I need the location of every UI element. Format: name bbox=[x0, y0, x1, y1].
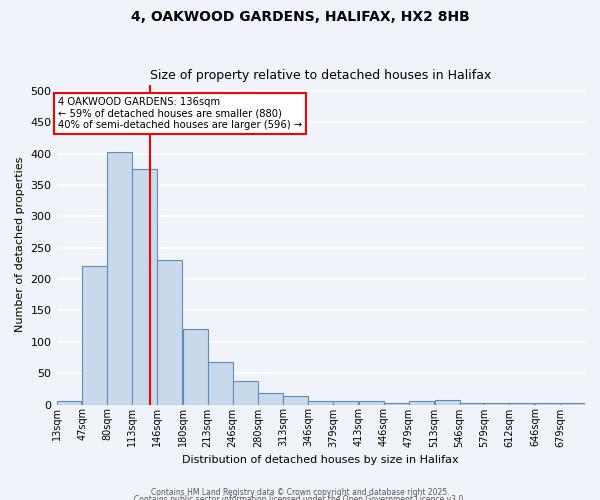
Bar bbox=[308, 402, 333, 404]
Bar bbox=[183, 329, 208, 404]
Y-axis label: Number of detached properties: Number of detached properties bbox=[15, 157, 25, 332]
X-axis label: Distribution of detached houses by size in Halifax: Distribution of detached houses by size … bbox=[182, 455, 459, 465]
Bar bbox=[560, 402, 585, 404]
Text: Contains public sector information licensed under the Open Government Licence v3: Contains public sector information licen… bbox=[134, 496, 466, 500]
Bar bbox=[233, 380, 257, 404]
Bar bbox=[82, 266, 107, 404]
Bar bbox=[359, 400, 384, 404]
Text: 4 OAKWOOD GARDENS: 136sqm
← 59% of detached houses are smaller (880)
40% of semi: 4 OAKWOOD GARDENS: 136sqm ← 59% of detac… bbox=[58, 97, 302, 130]
Bar bbox=[157, 260, 182, 404]
Bar bbox=[132, 170, 157, 404]
Title: Size of property relative to detached houses in Halifax: Size of property relative to detached ho… bbox=[150, 69, 491, 82]
Bar bbox=[259, 393, 283, 404]
Bar bbox=[333, 402, 358, 404]
Bar bbox=[434, 400, 460, 404]
Text: Contains HM Land Registry data © Crown copyright and database right 2025.: Contains HM Land Registry data © Crown c… bbox=[151, 488, 449, 497]
Bar bbox=[107, 152, 132, 404]
Bar bbox=[409, 402, 434, 404]
Bar bbox=[56, 402, 82, 404]
Bar bbox=[283, 396, 308, 404]
Bar bbox=[208, 362, 233, 405]
Text: 4, OAKWOOD GARDENS, HALIFAX, HX2 8HB: 4, OAKWOOD GARDENS, HALIFAX, HX2 8HB bbox=[131, 10, 469, 24]
